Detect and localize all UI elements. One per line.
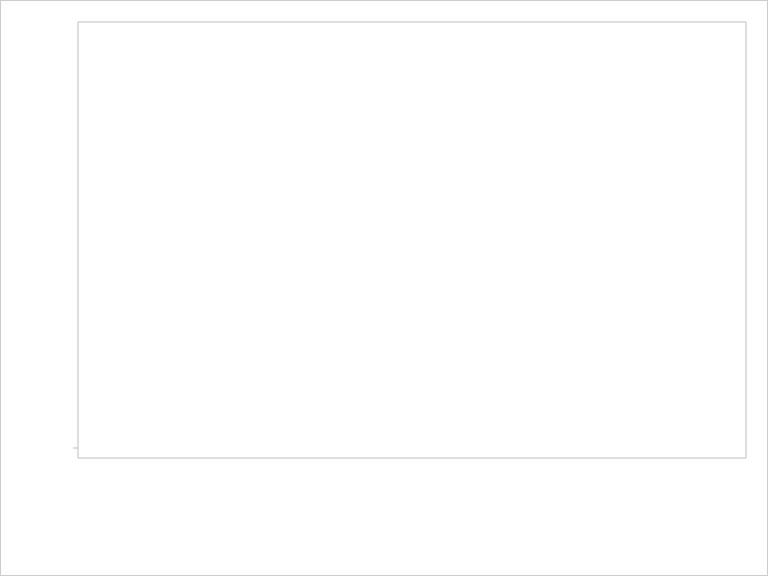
- outer-border: [1, 1, 768, 576]
- scatter-chart: [0, 0, 768, 576]
- chart-svg: [0, 0, 768, 576]
